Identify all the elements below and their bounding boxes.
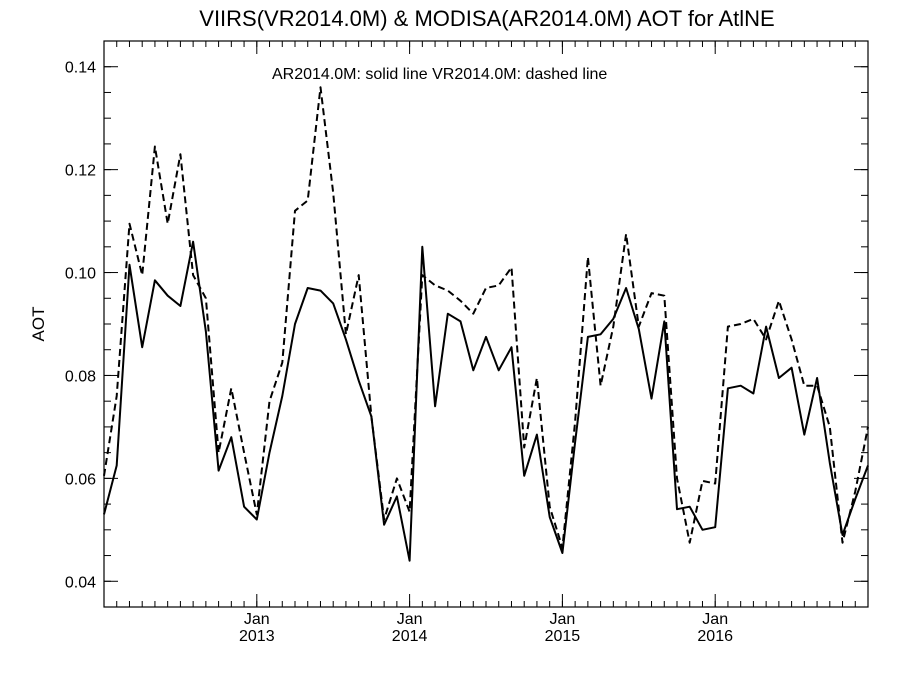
series-line-ar2014-0m bbox=[103, 240, 869, 562]
series-annotation: AR2014.0M: solid line VR2014.0M: dashed … bbox=[272, 66, 607, 83]
y-tick-label: 0.12 bbox=[65, 163, 96, 180]
axis-tick-labels: 0.040.060.080.100.120.14Jan2013Jan2014Ja… bbox=[65, 60, 733, 645]
axis-ticks bbox=[103, 40, 869, 608]
x-tick-year-label: 2016 bbox=[697, 628, 733, 645]
x-tick-year-label: 2013 bbox=[239, 628, 275, 645]
y-tick-label: 0.10 bbox=[65, 266, 96, 283]
series-line-vr2014-0m bbox=[103, 86, 869, 549]
plot-frame bbox=[103, 40, 869, 608]
y-tick-label: 0.14 bbox=[65, 60, 96, 77]
y-axis-label: AOT bbox=[29, 307, 48, 342]
y-tick-label: 0.08 bbox=[65, 368, 96, 385]
x-tick-month-label: Jan bbox=[244, 611, 270, 628]
x-tick-month-label: Jan bbox=[702, 611, 728, 628]
series-layer bbox=[103, 86, 869, 562]
y-tick-label: 0.04 bbox=[65, 574, 96, 591]
x-tick-year-label: 2014 bbox=[392, 628, 428, 645]
x-tick-month-label: Jan bbox=[550, 611, 576, 628]
x-tick-month-label: Jan bbox=[397, 611, 423, 628]
chart-title: VIIRS(VR2014.0M) & MODISA(AR2014.0M) AOT… bbox=[199, 6, 774, 31]
x-tick-year-label: 2015 bbox=[545, 628, 581, 645]
y-tick-label: 0.06 bbox=[65, 471, 96, 488]
